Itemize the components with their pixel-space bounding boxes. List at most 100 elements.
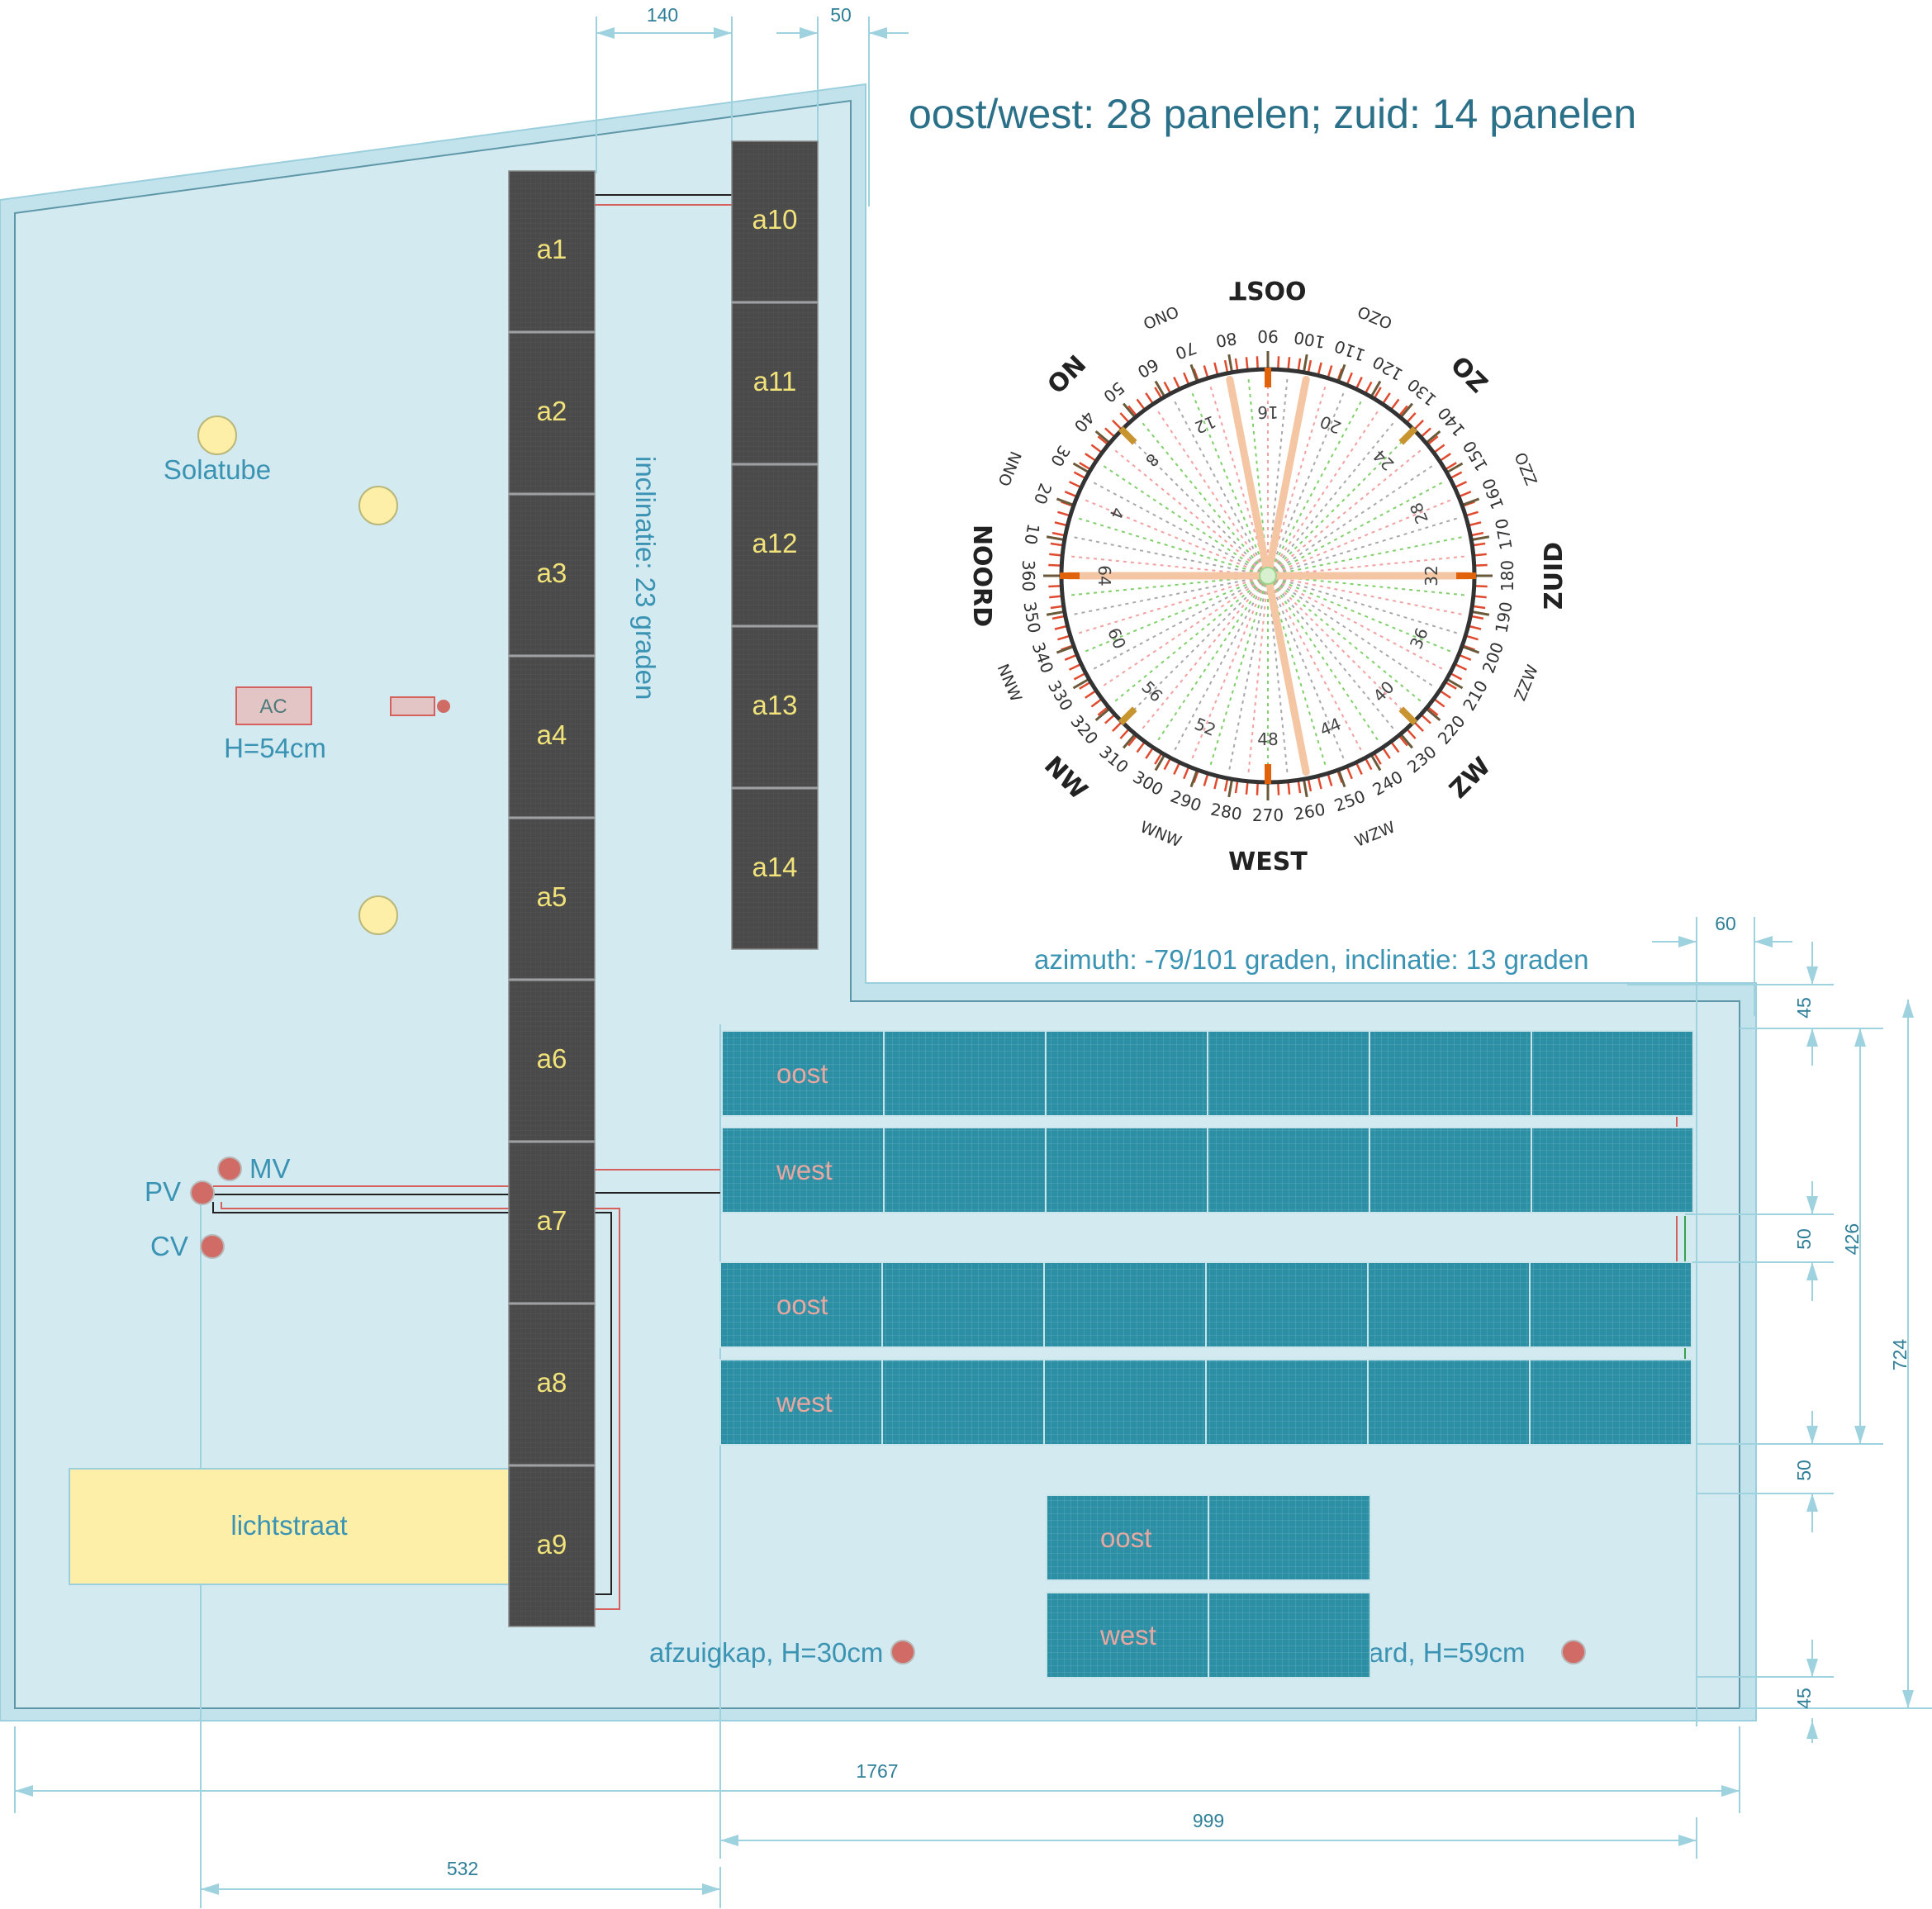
compass-tick (1391, 398, 1400, 410)
compass-major-tick (1056, 645, 1073, 654)
compass-degree-label: 160 (1479, 476, 1508, 512)
compass-tick (1398, 736, 1408, 747)
compass-tick (1049, 595, 1061, 599)
compass-tick (1407, 412, 1417, 423)
compass-degree-label: 250 (1332, 786, 1368, 816)
south-panel-a14 (731, 788, 819, 950)
compass-degree-label: 280 (1209, 799, 1244, 824)
compass-tick (1428, 435, 1439, 445)
compass-degree-label: 110 (1332, 336, 1368, 366)
solatube-3 (358, 895, 398, 935)
pv-marker (190, 1180, 215, 1205)
dim-right-45-top: 45 (1793, 997, 1815, 1019)
compass-tick (1064, 491, 1076, 497)
compass-tick (1054, 521, 1066, 526)
south-panel-column-1: a1 a2 a3 a4 a5 a6 a7 a8 a9 (508, 170, 596, 1627)
compass-tick (1085, 690, 1096, 699)
compass-highlight-ray (1226, 375, 1272, 580)
compass-major-tick (1472, 535, 1490, 541)
compass-tick (1073, 672, 1085, 681)
compass-tick (1475, 563, 1488, 567)
ew-panel-west (1207, 1127, 1370, 1213)
compass-tick (1327, 365, 1333, 378)
compass-ray (1099, 579, 1262, 689)
compass-major-zo: ZO (1446, 349, 1494, 397)
south-panel-column-2: a10 a11 a12 a13 a14 (731, 140, 819, 950)
compass-ray (1267, 583, 1289, 776)
compass-tick (1112, 420, 1122, 430)
compass-major-tick (1072, 678, 1089, 690)
south-panel-a2 (508, 332, 596, 494)
compass-major-west: WEST (1228, 848, 1308, 876)
dimension-arrows (15, 27, 1914, 1895)
compass-tick (1234, 358, 1239, 370)
compass-ray (1275, 577, 1461, 635)
compass-tick (1440, 453, 1451, 462)
compass-ray (1270, 397, 1364, 569)
compass-major-tick (1370, 380, 1382, 397)
ew-panel-oost (1207, 1030, 1370, 1117)
compass-tick (1346, 372, 1353, 384)
compass-tick (1051, 531, 1065, 537)
compass-degree-label: 340 (1028, 639, 1058, 676)
compass-tick (1398, 405, 1408, 416)
compass-major-tick (1370, 755, 1382, 772)
compass-degree-label: 310 (1095, 742, 1132, 777)
compass-tick (1050, 605, 1062, 610)
ew-panel-west (721, 1127, 885, 1213)
compass-degree-label: 190 (1491, 600, 1516, 634)
compass-tick (1450, 471, 1463, 479)
ew-panel-oost (1205, 1261, 1369, 1348)
compass-ray (1124, 432, 1263, 571)
mv-marker (217, 1156, 242, 1181)
compass-tick (1391, 742, 1400, 753)
ew-panel-west (1367, 1359, 1531, 1446)
compass-ring-marker (1398, 425, 1418, 445)
compass-tick (1466, 510, 1479, 517)
compass-ray (1189, 389, 1266, 569)
compass-degree-label: 260 (1292, 799, 1327, 824)
compass-ray (1208, 583, 1267, 769)
compass-tick (1469, 625, 1482, 630)
compass-tick (1223, 779, 1229, 792)
compass-ray (1070, 535, 1260, 576)
compass-ray (1155, 407, 1265, 570)
compass-major-tick (1123, 402, 1136, 417)
compass-major-tick (1094, 430, 1109, 444)
compass-ray (1271, 582, 1381, 744)
ew-panel-oost (1045, 1030, 1208, 1117)
south-panel-label: a4 (537, 719, 567, 750)
cv-label: CV (150, 1231, 188, 1261)
compass-tick (1069, 663, 1080, 671)
compass-tick (1119, 412, 1129, 423)
compass-ray (1271, 407, 1381, 570)
ew-panel-oost (1046, 1494, 1209, 1581)
compass-tick (1051, 615, 1065, 620)
compass-tick (1245, 357, 1249, 369)
south-panel-a3 (508, 494, 596, 656)
compass-degree-label: 50 (1099, 378, 1128, 406)
south-panel-label: a1 (537, 234, 567, 264)
compass-ray (1273, 432, 1412, 571)
compass-degree-label: 290 (1168, 786, 1204, 816)
compass-tick (1145, 748, 1154, 759)
compass-major-zw: ZW (1444, 752, 1497, 805)
compass-ray (1275, 516, 1461, 575)
compass-tick (1090, 699, 1102, 708)
compass-tick (1434, 444, 1445, 453)
ew-panel-west (1208, 1592, 1371, 1679)
compass-degree-label: 270 (1252, 805, 1284, 825)
ac-outlet-dot (437, 700, 450, 713)
south-panel-label: a3 (537, 558, 567, 588)
ew-panel-oost (721, 1030, 885, 1117)
compass-tick (1183, 372, 1189, 384)
south-panel-label: a13 (752, 690, 797, 720)
compass-tick (1048, 563, 1061, 567)
dim-right-45-bottom: 45 (1793, 1688, 1815, 1709)
south-panel-label: a2 (537, 396, 567, 426)
compass-ring-marker (1118, 425, 1137, 445)
compass-major-tick (1400, 734, 1413, 749)
compass-ray (1075, 516, 1260, 575)
compass-ray (1270, 582, 1364, 754)
south-panel-a6 (508, 980, 596, 1142)
